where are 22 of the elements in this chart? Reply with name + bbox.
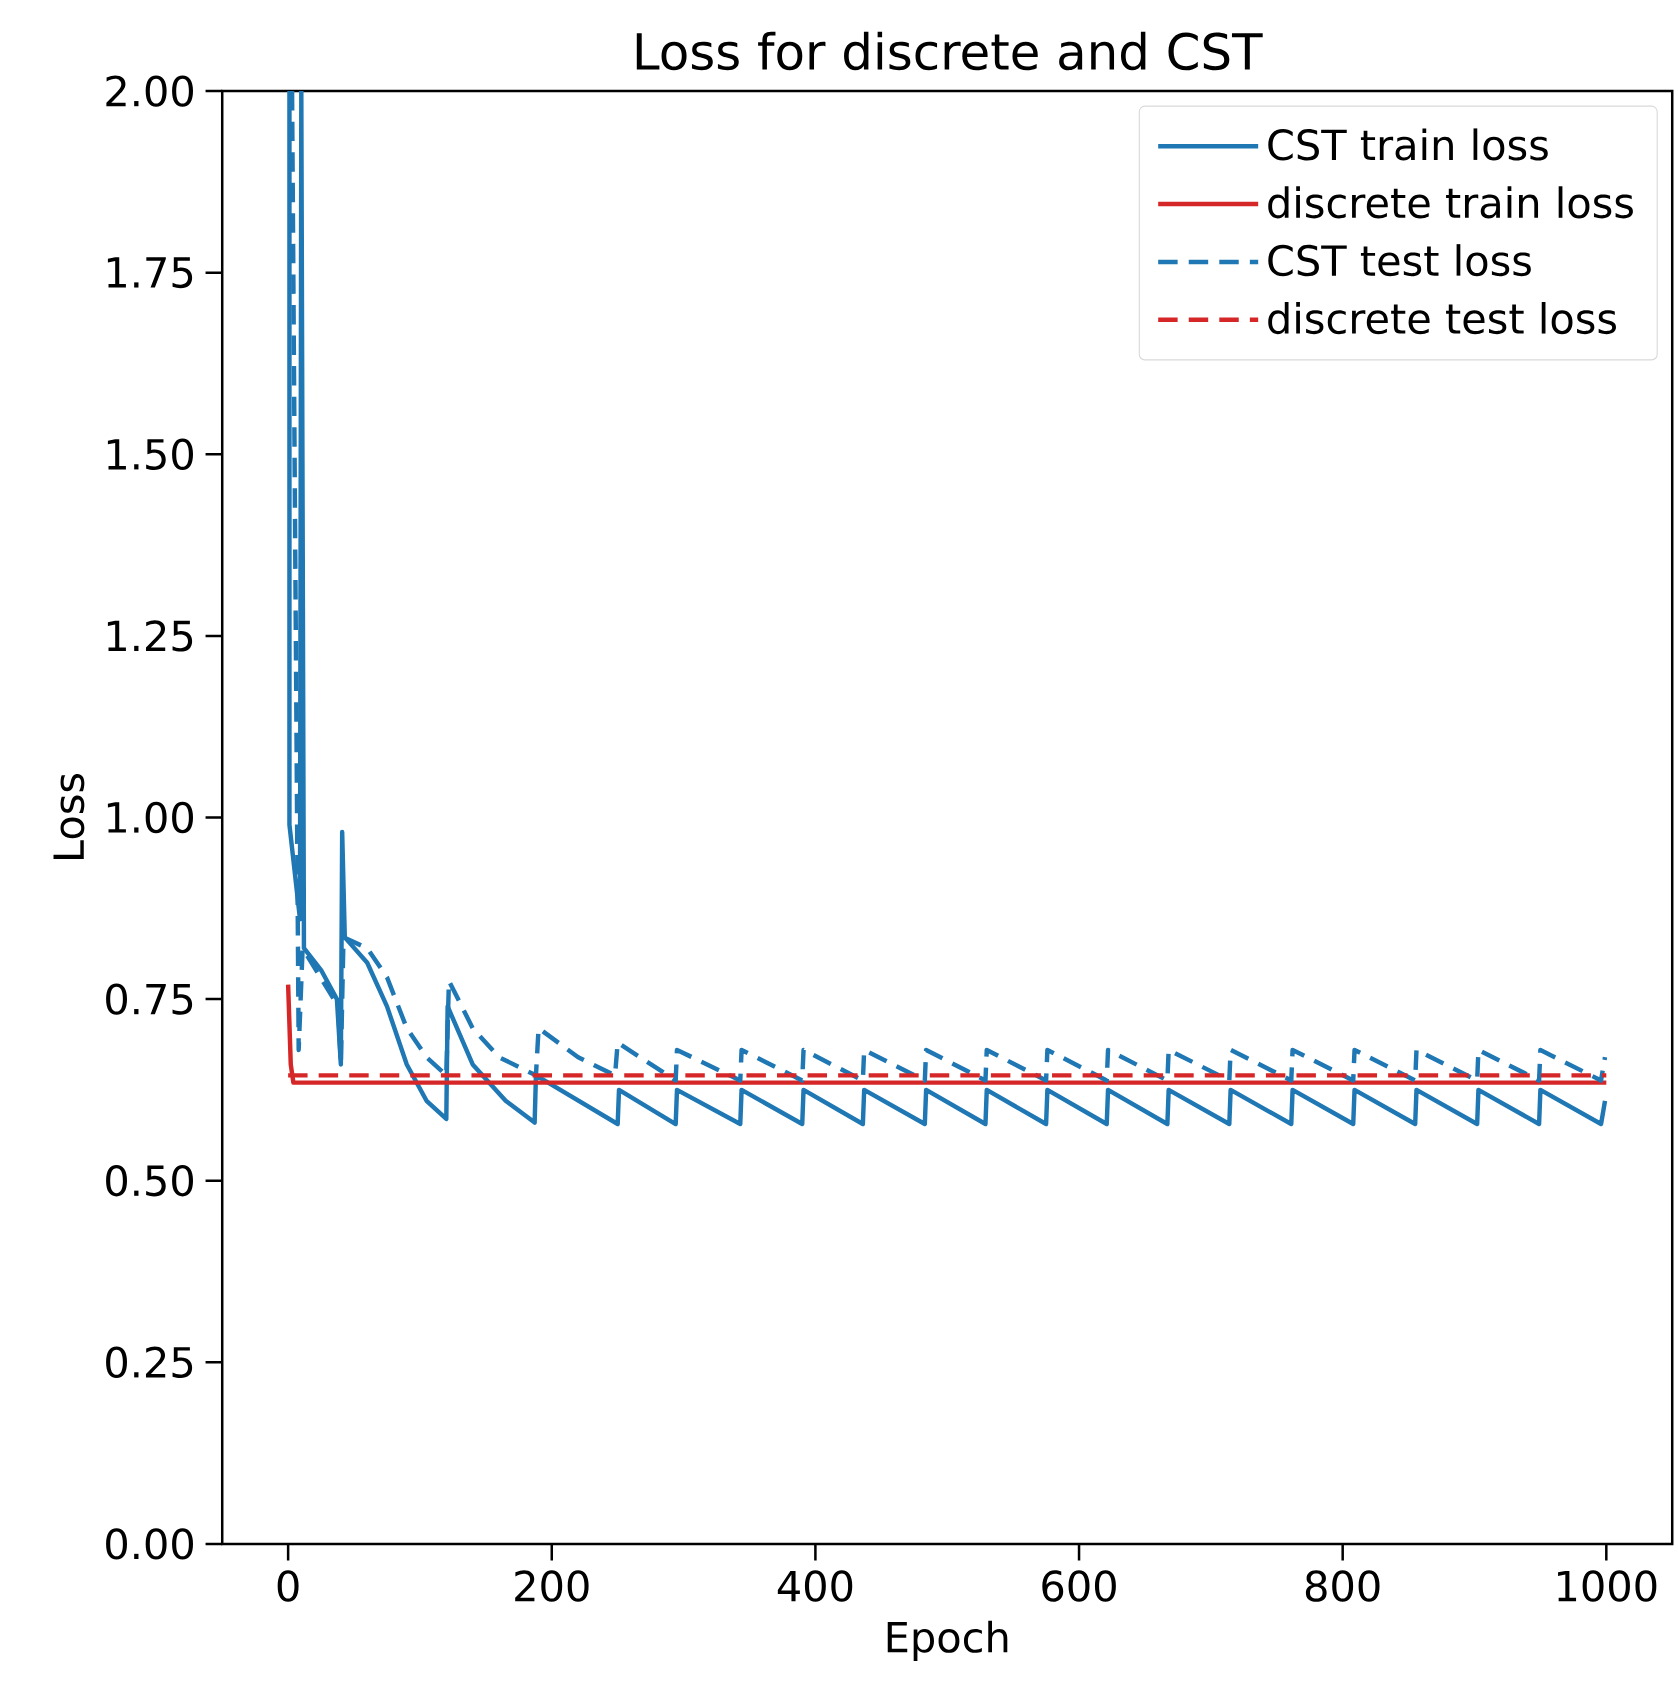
- x-tick-label: 200: [515, 1570, 589, 1602]
- legend-label: discrete train loss: [1268, 186, 1634, 219]
- legend-label: discrete test loss: [1268, 302, 1617, 335]
- x-tick-label: 800: [1305, 1570, 1380, 1602]
- chart-title: Loss for discrete and CST: [636, 31, 1263, 71]
- legend-label: CST test loss: [1268, 244, 1531, 277]
- y-tick-label: 1.50: [108, 438, 194, 471]
- x-tick-label: 600: [1042, 1570, 1116, 1602]
- y-tick-label: 1.00: [108, 801, 194, 834]
- y-tick-label: 1.75: [108, 257, 193, 289]
- y-tick-label: 0.50: [106, 1164, 194, 1197]
- legend-label: CST train loss: [1268, 128, 1548, 161]
- y-tick-label: 0.25: [106, 1346, 193, 1378]
- y-tick-label: 0.75: [106, 983, 193, 1015]
- y-axis-title: Loss: [53, 773, 85, 859]
- y-tick-label: 1.25: [108, 620, 193, 652]
- y-tick-label: 0.00: [106, 1528, 194, 1560]
- x-tick-label: 400: [777, 1570, 853, 1602]
- x-axis-title: Epoch: [887, 1620, 1008, 1661]
- y-tick-label: 2.00: [106, 75, 194, 107]
- x-tick-label: 1000: [1558, 1570, 1657, 1602]
- x-tick-label: 0: [277, 1570, 299, 1602]
